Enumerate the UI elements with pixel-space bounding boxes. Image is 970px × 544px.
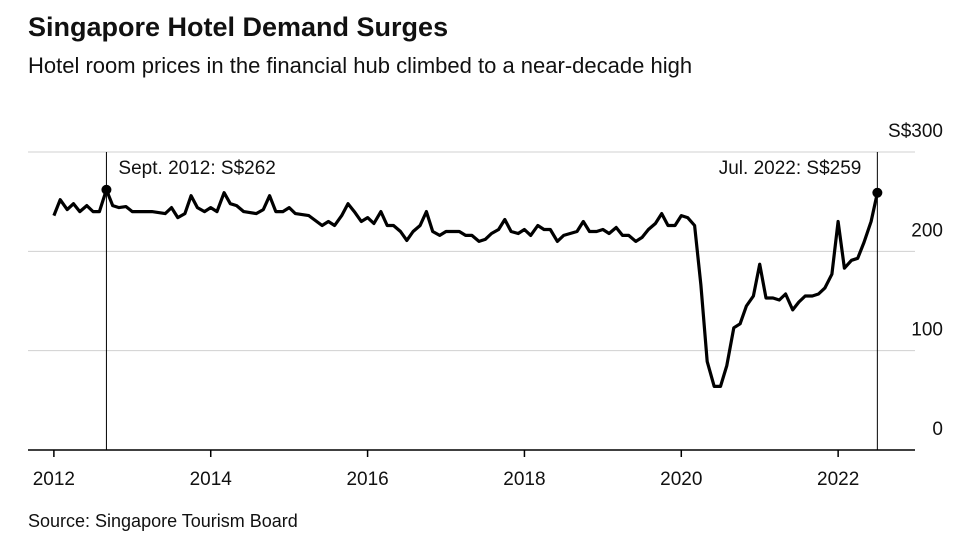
x-tick-label: 2012 (33, 469, 75, 490)
annotation-marker (872, 187, 883, 198)
line-series (52, 188, 879, 388)
chart-title: Singapore Hotel Demand Surges (28, 12, 448, 42)
source: Source: Singapore Tourism Board (28, 511, 298, 531)
annotation-label: Sept. 2012: S$262 (118, 158, 275, 179)
y-tick-label: 100 (911, 320, 943, 341)
annotation-marker (101, 184, 112, 195)
chart-subtitle: Hotel room prices in the financial hub c… (28, 53, 692, 78)
y-tick-label: 0 (932, 419, 943, 440)
x-tick-label: 2014 (190, 469, 233, 490)
x-tick-label: 2018 (503, 469, 545, 490)
y-tick-label: S$300 (888, 121, 943, 142)
x-tick-label: 2020 (660, 469, 702, 490)
x-tick-label: 2016 (346, 469, 388, 490)
annotation-label: Jul. 2022: S$259 (719, 158, 862, 179)
x-tick-label: 2022 (817, 469, 859, 490)
y-tick-label: 200 (911, 220, 943, 241)
